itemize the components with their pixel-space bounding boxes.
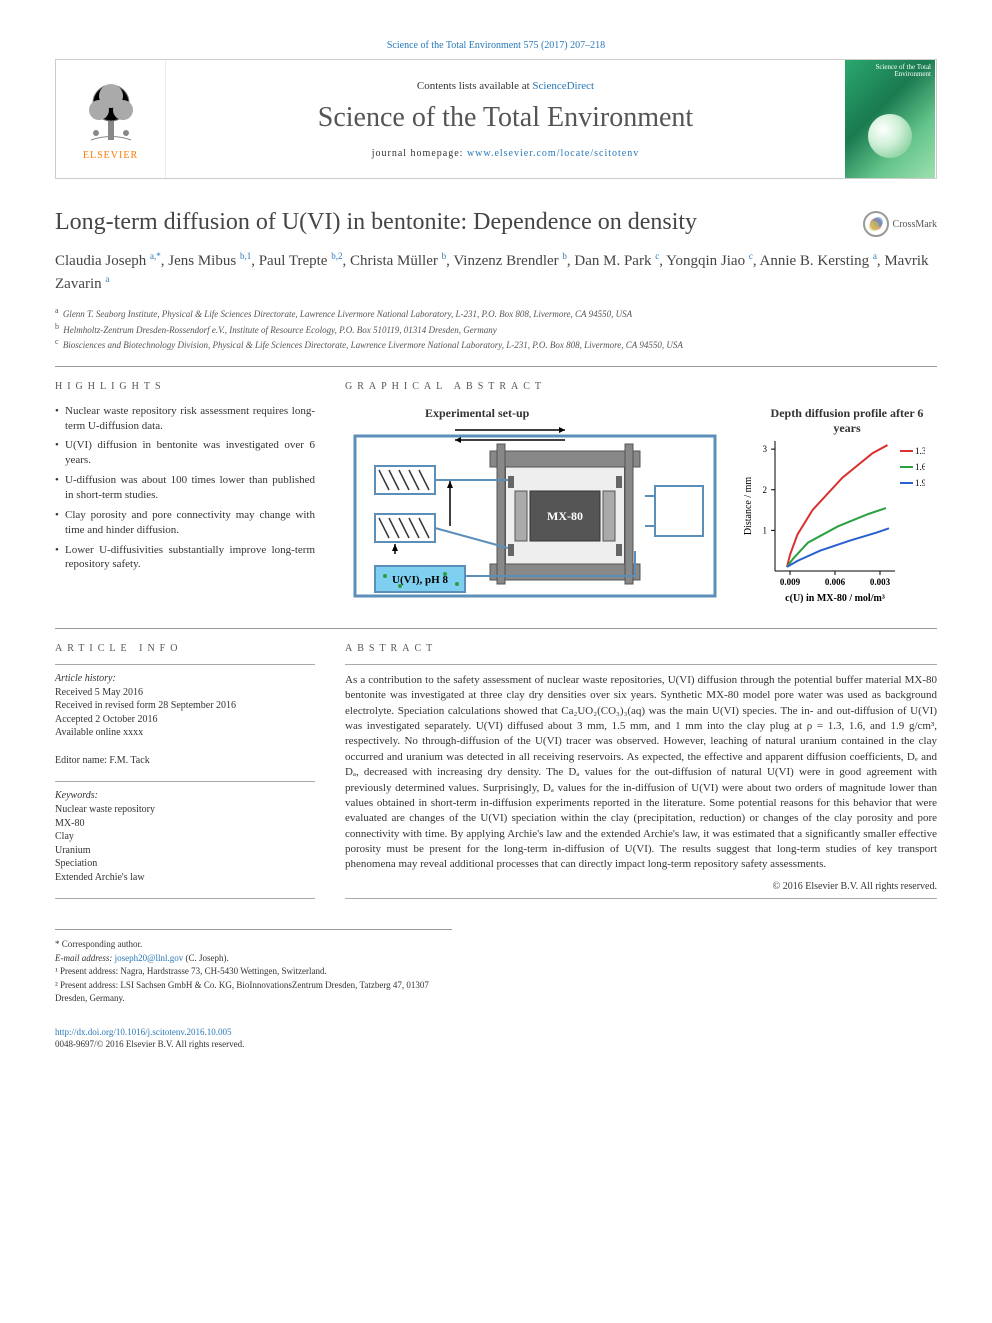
journal-cover: Science of the Total Environment bbox=[845, 60, 935, 178]
keyword-item: MX-80 bbox=[55, 817, 315, 831]
article-info-heading: ARTICLE INFO bbox=[55, 643, 315, 654]
divider bbox=[55, 628, 937, 629]
footnote-2: ² Present address: LSI Sachsen GmbH & Co… bbox=[55, 979, 452, 1006]
keyword-item: Extended Archie's law bbox=[55, 871, 315, 885]
keywords-block: Keywords: Nuclear waste repositoryMX-80C… bbox=[55, 790, 315, 884]
highlight-item: Lower U-diffusivities substantially impr… bbox=[55, 543, 315, 573]
highlights-column: HIGHLIGHTS Nuclear waste repository risk… bbox=[55, 381, 315, 614]
article-history-block: Article history: Received 5 May 2016Rece… bbox=[55, 673, 315, 740]
masthead-center: Contents lists available at ScienceDirec… bbox=[166, 80, 845, 159]
keywords-label: Keywords: bbox=[55, 790, 315, 801]
journal-page: Science of the Total Environment 575 (20… bbox=[0, 0, 992, 1081]
divider bbox=[55, 664, 315, 665]
info-abstract-row: ARTICLE INFO Article history: Received 5… bbox=[55, 643, 937, 900]
divider bbox=[55, 898, 315, 899]
sciencedirect-link[interactable]: ScienceDirect bbox=[532, 80, 594, 92]
ga-svg: MX-80 bbox=[345, 426, 925, 611]
journal-name: Science of the Total Environment bbox=[166, 102, 845, 134]
contents-line: Contents lists available at ScienceDirec… bbox=[166, 80, 845, 92]
doi-block: http://dx.doi.org/10.1016/j.scitotenv.20… bbox=[55, 1026, 937, 1051]
masthead: ELSEVIER Contents lists available at Sci… bbox=[55, 59, 937, 179]
keyword-item: Uranium bbox=[55, 844, 315, 858]
depth-profile-chart: 1 2 3 0.009 0.006 0.003 Distance / mm c(U) i… bbox=[743, 441, 925, 604]
divider bbox=[345, 664, 937, 665]
highlights-ga-row: HIGHLIGHTS Nuclear waste repository risk… bbox=[55, 381, 937, 614]
affiliation-line: c Biosciences and Biotechnology Division… bbox=[55, 336, 937, 352]
ga-setup-label: Experimental set-up bbox=[425, 406, 529, 421]
email-label: E-mail address: bbox=[55, 953, 112, 963]
highlights-heading: HIGHLIGHTS bbox=[55, 381, 315, 392]
svg-text:1.9 g/cm³: 1.9 g/cm³ bbox=[915, 478, 925, 488]
crossmark-icon bbox=[863, 211, 889, 237]
crossmark-label: CrossMark bbox=[893, 219, 937, 230]
publisher-name: ELSEVIER bbox=[83, 150, 138, 161]
svg-text:0.006: 0.006 bbox=[825, 577, 846, 587]
svg-text:0.009: 0.009 bbox=[780, 577, 801, 587]
affiliation-line: a Glenn T. Seaborg Institute, Physical &… bbox=[55, 305, 937, 321]
x-axis-label: c(U) in MX-80 / mol/m³ bbox=[785, 593, 885, 604]
svg-text:2: 2 bbox=[763, 485, 768, 495]
history-line: Accepted 2 October 2016 bbox=[55, 713, 315, 727]
journal-ref: Science of the Total Environment 575 (20… bbox=[55, 40, 937, 51]
journal-ref-link[interactable]: Science of the Total Environment 575 (20… bbox=[387, 40, 605, 51]
highlight-item: U-diffusion was about 100 times lower th… bbox=[55, 473, 315, 503]
history-line: Received in revised form 28 September 20… bbox=[55, 699, 315, 713]
history-line: Received 5 May 2016 bbox=[55, 686, 315, 700]
corresponding-author: * Corresponding author. bbox=[55, 938, 452, 952]
article-title: Long-term diffusion of U(VI) in bentonit… bbox=[55, 209, 937, 236]
history-label: Article history: bbox=[55, 673, 315, 684]
svg-text:1.6 g/cm³: 1.6 g/cm³ bbox=[915, 462, 925, 472]
svg-text:3: 3 bbox=[763, 444, 768, 454]
divider bbox=[55, 366, 937, 367]
highlight-item: U(VI) diffusion in bentonite was investi… bbox=[55, 438, 315, 468]
copyright-line: © 2016 Elsevier B.V. All rights reserved… bbox=[345, 881, 937, 892]
journal-cover-label: Science of the Total Environment bbox=[849, 64, 931, 78]
divider bbox=[345, 898, 937, 899]
highlight-item: Clay porosity and pore connectivity may … bbox=[55, 508, 315, 538]
ga-cell-label: MX-80 bbox=[547, 509, 583, 523]
history-line: Available online xxxx bbox=[55, 726, 315, 740]
email-line: E-mail address: joseph20@llnl.gov (C. Jo… bbox=[55, 952, 452, 966]
graphical-abstract-column: GRAPHICAL ABSTRACT Experimental set-up D… bbox=[345, 381, 937, 614]
authors: Claudia Joseph a,*, Jens Mibus b,1, Paul… bbox=[55, 250, 937, 295]
svg-text:1.3 g/cm³: 1.3 g/cm³ bbox=[915, 446, 925, 456]
y-axis-label: Distance / mm bbox=[743, 476, 754, 535]
keyword-item: Nuclear waste repository bbox=[55, 803, 315, 817]
keyword-item: Speciation bbox=[55, 857, 315, 871]
author-email-link[interactable]: joseph20@llnl.gov bbox=[115, 953, 184, 963]
elsevier-tree-icon bbox=[81, 78, 141, 148]
svg-text:1: 1 bbox=[763, 525, 768, 535]
editor-block: Editor name: F.M. Tack bbox=[55, 754, 315, 768]
highlight-item: Nuclear waste repository risk assessment… bbox=[55, 404, 315, 434]
footnote-1: ¹ Present address: Nagra, Hardstrasse 73… bbox=[55, 965, 452, 979]
issn-line: 0048-9697/© 2016 Elsevier B.V. All right… bbox=[55, 1039, 244, 1049]
elsevier-logo: ELSEVIER bbox=[56, 60, 166, 178]
homepage-link[interactable]: www.elsevier.com/locate/scitotenv bbox=[467, 148, 639, 159]
abstract-column: ABSTRACT As a contribution to the safety… bbox=[345, 643, 937, 900]
editor-name: Editor name: F.M. Tack bbox=[55, 754, 315, 768]
divider bbox=[55, 781, 315, 782]
footnotes: * Corresponding author. E-mail address: … bbox=[55, 929, 452, 1006]
article-info-column: ARTICLE INFO Article history: Received 5… bbox=[55, 643, 315, 900]
graphical-abstract-figure: Experimental set-up Depth diffusion prof… bbox=[345, 404, 937, 614]
abstract-heading: ABSTRACT bbox=[345, 643, 937, 654]
affiliation-line: b Helmholtz-Zentrum Dresden-Rossendorf e… bbox=[55, 321, 937, 337]
homepage-line: journal homepage: www.elsevier.com/locat… bbox=[166, 148, 845, 159]
email-tail: (C. Joseph). bbox=[183, 953, 229, 963]
keyword-item: Clay bbox=[55, 830, 315, 844]
highlights-list: Nuclear waste repository risk assessment… bbox=[55, 404, 315, 572]
doi-link[interactable]: http://dx.doi.org/10.1016/j.scitotenv.20… bbox=[55, 1027, 232, 1037]
affiliations: a Glenn T. Seaborg Institute, Physical &… bbox=[55, 305, 937, 352]
cover-circle-icon bbox=[868, 114, 912, 158]
svg-text:0.003: 0.003 bbox=[870, 577, 891, 587]
title-block: CrossMark Long-term diffusion of U(VI) i… bbox=[55, 209, 937, 352]
contents-prefix: Contents lists available at bbox=[417, 80, 532, 92]
homepage-prefix: journal homepage: bbox=[372, 148, 467, 159]
abstract-text: As a contribution to the safety assessme… bbox=[345, 673, 937, 873]
ga-heading: GRAPHICAL ABSTRACT bbox=[345, 381, 937, 392]
crossmark-badge[interactable]: CrossMark bbox=[863, 211, 937, 237]
